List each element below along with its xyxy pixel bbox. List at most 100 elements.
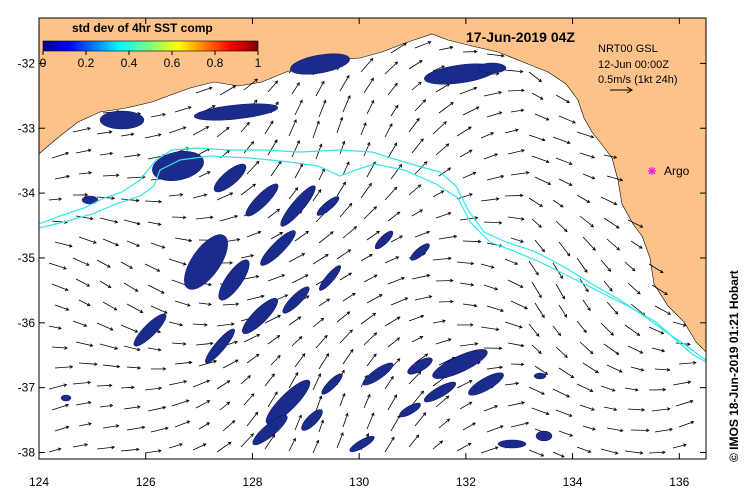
current-vector-head: [440, 190, 445, 194]
current-vector: [435, 83, 450, 93]
current-vector: [267, 391, 278, 408]
current-vector-head: [135, 447, 140, 452]
current-vector: [480, 446, 499, 454]
current-vector: [360, 183, 372, 199]
current-vector-head: [299, 99, 303, 104]
current-vector-head: [687, 342, 691, 346]
current-vector-head: [162, 405, 167, 410]
current-vector: [267, 139, 278, 156]
current-vector: [387, 142, 397, 159]
current-vector-head: [561, 295, 565, 300]
current-vector-head: [324, 254, 329, 258]
current-vector-head: [473, 49, 478, 54]
current-vector: [219, 401, 230, 411]
current-vector: [294, 163, 304, 179]
current-vector: [363, 78, 374, 94]
current-vector-head: [428, 295, 433, 299]
current-vector: [75, 278, 90, 287]
current-vector-head: [441, 65, 445, 69]
current-vector: [288, 253, 305, 263]
current-vector: [603, 406, 617, 411]
current-vector: [342, 349, 354, 365]
y-tick-label: -37: [18, 381, 36, 395]
current-vector-head: [472, 422, 476, 426]
current-vector: [480, 198, 499, 202]
current-vector-head: [213, 359, 218, 364]
current-vector-head: [369, 253, 373, 258]
current-vector-head: [318, 395, 323, 400]
current-vector: [534, 176, 551, 185]
current-vector: [336, 311, 350, 323]
current-vector: [75, 149, 91, 154]
current-vector-head: [186, 303, 191, 307]
current-vector-head: [568, 182, 573, 186]
current-vector: [336, 432, 344, 449]
current-vector-head: [179, 322, 184, 327]
current-vector-head: [87, 127, 91, 131]
current-vector-head: [615, 351, 620, 355]
current-vector: [126, 366, 141, 369]
current-vector: [312, 254, 329, 265]
current-vector-head: [157, 329, 162, 334]
current-vector-head: [301, 253, 306, 257]
current-vector-head: [204, 323, 208, 327]
current-vector: [390, 415, 401, 432]
current-vector: [192, 380, 210, 388]
current-vector-head: [538, 294, 542, 299]
current-vector-head: [130, 132, 135, 137]
current-vector-head: [252, 183, 257, 188]
current-vector-head: [115, 242, 120, 247]
current-vector-head: [371, 99, 375, 104]
current-vector: [438, 235, 457, 240]
current-vector: [654, 428, 673, 433]
current-vector: [216, 323, 234, 327]
scale-arrow-head-icon: [626, 86, 633, 94]
current-vector-head: [453, 234, 458, 239]
current-vector: [78, 236, 97, 244]
current-vector: [174, 420, 190, 428]
current-vector-head: [320, 317, 325, 322]
current-vector: [48, 448, 61, 453]
current-vector-head: [500, 53, 505, 58]
current-vector-head: [420, 314, 425, 319]
current-vector-head: [185, 147, 190, 151]
current-vector-head: [260, 294, 265, 299]
current-vector-head: [447, 167, 452, 171]
current-vector-head: [538, 78, 543, 83]
current-vector: [555, 94, 570, 103]
current-vector-head: [477, 239, 482, 244]
current-vector-head: [369, 57, 374, 62]
current-vector-head: [298, 336, 303, 340]
current-vector-head: [589, 388, 594, 392]
current-vector-head: [109, 403, 114, 408]
current-vector-head: [468, 401, 473, 405]
current-vector-head: [547, 181, 552, 185]
current-vector-head: [58, 326, 62, 330]
current-vector-head: [346, 311, 351, 315]
current-vector-head: [394, 61, 399, 65]
current-vector: [675, 400, 693, 407]
current-vector: [270, 161, 282, 177]
current-vector-head: [422, 99, 427, 103]
current-vector: [456, 442, 472, 452]
current-vector-head: [611, 388, 616, 392]
current-vector: [582, 236, 596, 251]
current-vector: [99, 404, 113, 408]
current-vector: [294, 353, 306, 368]
current-vector-head: [254, 411, 259, 416]
current-vector: [366, 353, 377, 367]
current-vector-head: [134, 329, 139, 333]
current-vector-head: [390, 375, 394, 380]
current-vector: [75, 341, 93, 347]
current-vector-head: [393, 186, 398, 191]
current-vector: [99, 152, 113, 156]
x-tick-label: 128: [242, 475, 262, 489]
current-vector: [366, 412, 375, 430]
current-vector-head: [162, 367, 167, 371]
current-vector-head: [447, 256, 452, 261]
current-vector-head: [520, 239, 524, 243]
current-vector-head: [494, 446, 499, 450]
current-vector-head: [525, 421, 530, 426]
current-vector-head: [107, 284, 112, 288]
current-vector-head: [616, 246, 620, 251]
